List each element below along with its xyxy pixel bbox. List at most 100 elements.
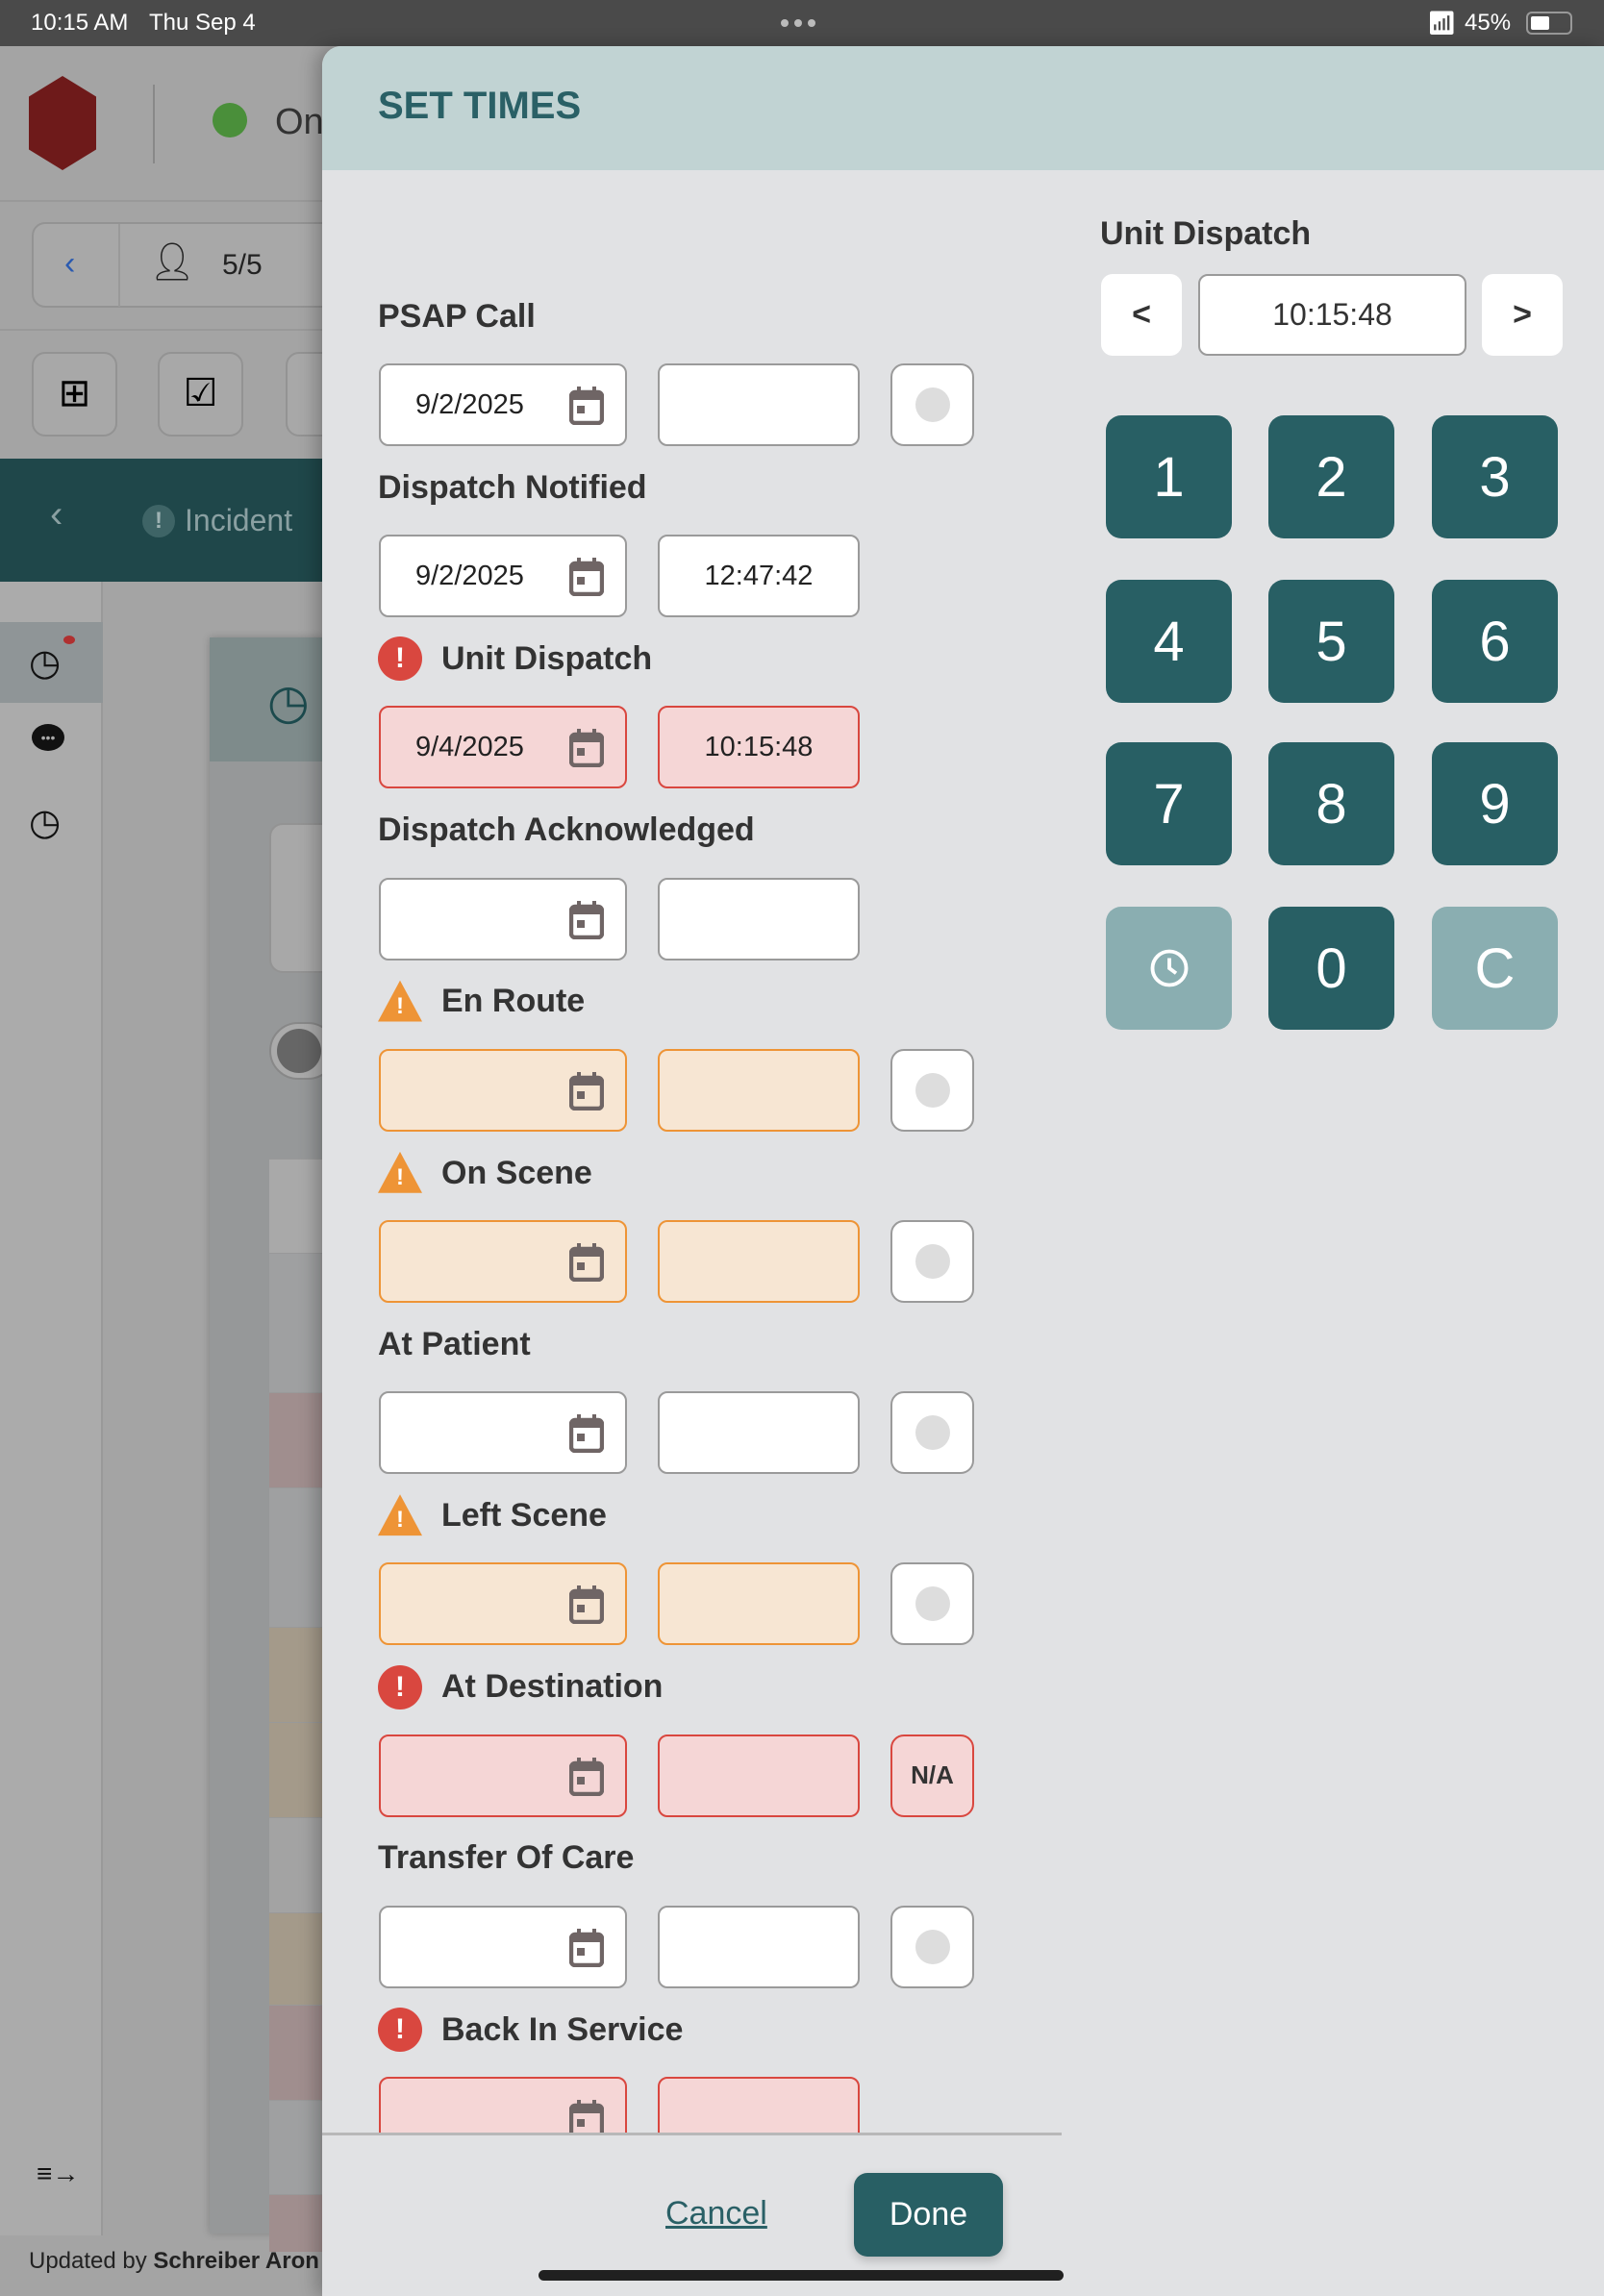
cancel-button[interactable]: Cancel [665,2195,767,2232]
unit-dispatch-label-row: ! Unit Dispatch [378,635,652,683]
chevron-right-icon: > [1513,296,1532,333]
at-patient-time-input[interactable] [658,1391,860,1475]
calendar-icon[interactable] [568,1071,605,1111]
error-icon: ! [378,1664,422,1710]
battery-icon [1526,12,1572,35]
more-icon[interactable]: ••• [32,724,64,751]
expand-menu-icon[interactable]: ≡→ [37,2159,80,2188]
sidebar-item-times[interactable]: ◷ [0,622,103,703]
back-in-service-time-input[interactable] [658,2077,860,2133]
en-route-time-input[interactable] [658,1048,860,1132]
keypad-time-display[interactable]: 10:15:48 [1198,274,1466,356]
chevron-left-icon: < [1132,296,1151,333]
calendar-icon[interactable] [568,729,605,768]
left-scene-set-now-button[interactable] [890,1562,974,1646]
calendar-icon[interactable] [568,387,605,426]
at-patient-set-now-button[interactable] [890,1391,974,1475]
patient-nav[interactable]: ‹ 👤︎ 5/5 [32,222,339,308]
checklist-button[interactable]: ☑ [158,352,243,437]
key-2-button[interactable]: 2 [1268,415,1394,538]
at-destination-date-input[interactable] [379,1734,627,1817]
status-bar: 10:15 AM Thu Sep 4 📶︎ 45% [0,0,1604,46]
back-chevron-icon[interactable]: ‹ [50,493,63,536]
at-patient-label: At Patient [378,1325,531,1362]
en-route-set-now-button[interactable] [890,1048,974,1132]
circle-icon [915,1415,950,1451]
updated-by-footer: Updated by Schreiber Aron [29,2248,319,2275]
history-clock-icon[interactable]: ◷ [29,803,62,843]
key-3-button[interactable]: 3 [1432,415,1558,538]
chevron-left-icon[interactable]: ‹ [64,245,76,282]
key-1-button[interactable]: 1 [1106,415,1232,538]
transfer-of-care-set-now-button[interactable] [890,1905,974,1988]
circle-icon [915,1586,950,1622]
key-4-button[interactable]: 4 [1106,580,1232,703]
transfer-of-care-label: Transfer Of Care [378,1839,635,1877]
dispatch-acknowledged-date-input[interactable] [379,877,627,961]
calendar-icon[interactable] [568,1928,605,1967]
dispatch-notified-date-input[interactable]: 9/2/2025 [379,535,627,618]
unit-dispatch-date-input[interactable]: 9/4/2025 [379,706,627,789]
dispatch-notified-label: Dispatch Notified [378,468,647,506]
current-time-button[interactable] [1106,907,1232,1030]
at-destination-time-input[interactable] [658,1734,860,1817]
circle-icon [915,1244,950,1279]
on-scene-time-input[interactable] [658,1220,860,1303]
psap-call-set-now-button[interactable] [890,363,974,446]
key-6-button[interactable]: 6 [1432,580,1558,703]
previous-field-button[interactable]: < [1101,274,1182,356]
calendar-icon[interactable] [568,1414,605,1454]
key-clear-button[interactable]: C [1432,907,1558,1030]
times-form[interactable]: PSAP Call 9/2/2025 Dispatch Notified 9/2/20… [322,170,1062,2133]
transfer-of-care-date-input[interactable] [379,1905,627,1988]
transfer-of-care-time-input[interactable] [658,1905,860,1988]
key-0-button[interactable]: 0 [1268,907,1394,1030]
left-scene-label-row: ! Left Scene [378,1491,607,1539]
key-5-button[interactable]: 5 [1268,580,1394,703]
set-times-panel: SET TIMES PSAP Call 9/2/2025 Dispatch Noti… [322,46,1604,2296]
footer-divider [322,2133,1062,2135]
next-field-button[interactable]: > [1482,274,1563,356]
multitask-dots-icon[interactable] [781,19,815,27]
done-button[interactable]: Done [854,2173,1003,2257]
psap-call-time-input[interactable] [658,363,860,446]
calendar-icon[interactable] [568,1585,605,1625]
at-patient-label-row: At Patient [378,1320,531,1368]
dispatch-acknowledged-time-input[interactable] [658,877,860,961]
psap-call-date-input[interactable]: 9/2/2025 [379,363,627,446]
key-8-button[interactable]: 8 [1268,742,1394,865]
updated-by-label: Updated by [29,2248,154,2274]
incident-nav-bar: ‹ ! Incident [0,459,322,582]
left-scene-date-input[interactable] [379,1562,627,1646]
calendar-icon[interactable] [568,900,605,939]
left-scene-time-input[interactable] [658,1562,860,1646]
at-destination-na-button[interactable]: N/A [890,1734,974,1817]
incident-tab[interactable]: Incident [185,503,293,537]
background-table-row [269,2100,327,2194]
back-in-service-label: Back In Service [441,2010,684,2048]
wifi-icon: 📶︎ [1427,11,1457,37]
background-table-row [269,2194,327,2252]
on-scene-date-input[interactable] [379,1220,627,1303]
calendar-icon[interactable] [568,2100,605,2133]
add-copy-icon: ⊞ [58,372,91,414]
key-7-button[interactable]: 7 [1106,742,1232,865]
key-9-button[interactable]: 9 [1432,742,1558,865]
calendar-icon[interactable] [568,1243,605,1283]
calendar-icon[interactable] [568,558,605,597]
on-scene-set-now-button[interactable] [890,1220,974,1303]
date-value: 9/2/2025 [415,560,524,591]
at-patient-date-input[interactable] [379,1391,627,1475]
card-clock-icon: ◷ [267,675,310,729]
calendar-icon[interactable] [568,1757,605,1796]
background-table-row [269,1159,327,1253]
on-scene-label-row: ! On Scene [378,1149,592,1197]
transfer-of-care-label-row: Transfer Of Care [378,1834,634,1883]
unit-dispatch-time-input[interactable]: 10:15:48 [658,706,860,789]
dispatch-notified-time-input[interactable]: 12:47:42 [658,535,860,618]
date-value: 9/4/2025 [415,731,524,762]
back-in-service-date-input[interactable] [379,2077,627,2133]
home-indicator[interactable] [539,2270,1064,2281]
en-route-date-input[interactable] [379,1048,627,1132]
add-record-button[interactable]: ⊞ [32,352,117,437]
